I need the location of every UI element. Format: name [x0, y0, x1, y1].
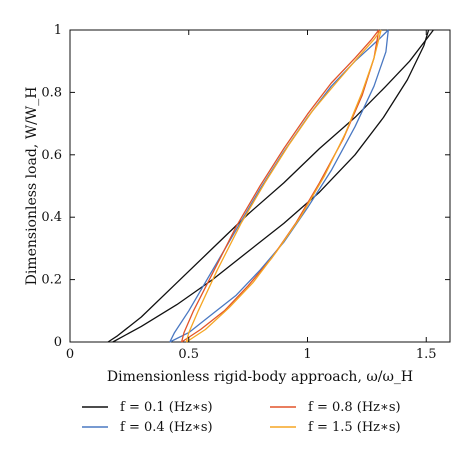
x-tick-label: 0 — [66, 347, 74, 362]
y-tick-label: 0.4 — [41, 210, 62, 225]
x-axis-label: Dimensionless rigid-body approach, ω/ω_H — [107, 369, 413, 385]
legend-entry-label: f = 0.1 (Hz∗s) — [120, 400, 213, 415]
series-0-unloading-line — [107, 29, 434, 343]
series-3-loading-line — [186, 29, 382, 343]
plot-area-frame — [69, 29, 451, 343]
y-tick-label: 0.2 — [41, 273, 62, 288]
y-tick-label: 0 — [54, 335, 62, 350]
legend-entry-label: f = 1.5 (Hz∗s) — [308, 420, 401, 435]
y-tick-label: 0.6 — [41, 148, 62, 163]
series-1-unloading-line — [169, 29, 389, 343]
series-0-loading-line — [112, 29, 430, 343]
x-tick-label: 1.5 — [416, 347, 437, 362]
ticks-group — [69, 29, 450, 343]
x-tick-label: 0.5 — [178, 347, 199, 362]
series-3-unloading-line — [185, 29, 382, 343]
y-tick-label: 0.8 — [41, 85, 62, 100]
legend-entry-label: f = 0.4 (Hz∗s) — [120, 420, 213, 435]
y-axis-label: Dimensionless load, W/W_H — [24, 87, 40, 286]
series-2-unloading-line — [180, 29, 380, 343]
tick-labels-group: 0 0.5 1 1.5 0 0.2 0.4 0.6 0.8 1 — [41, 23, 436, 362]
series-1-loading-line — [169, 29, 389, 343]
x-tick-label: 1 — [303, 347, 311, 362]
curves-group — [107, 29, 434, 343]
y-tick-label: 1 — [54, 23, 62, 38]
legend: f = 0.1 (Hz∗s) f = 0.4 (Hz∗s) f = 0.8 (Hz∗… — [82, 400, 401, 435]
legend-entry-label: f = 0.8 (Hz∗s) — [308, 400, 401, 415]
